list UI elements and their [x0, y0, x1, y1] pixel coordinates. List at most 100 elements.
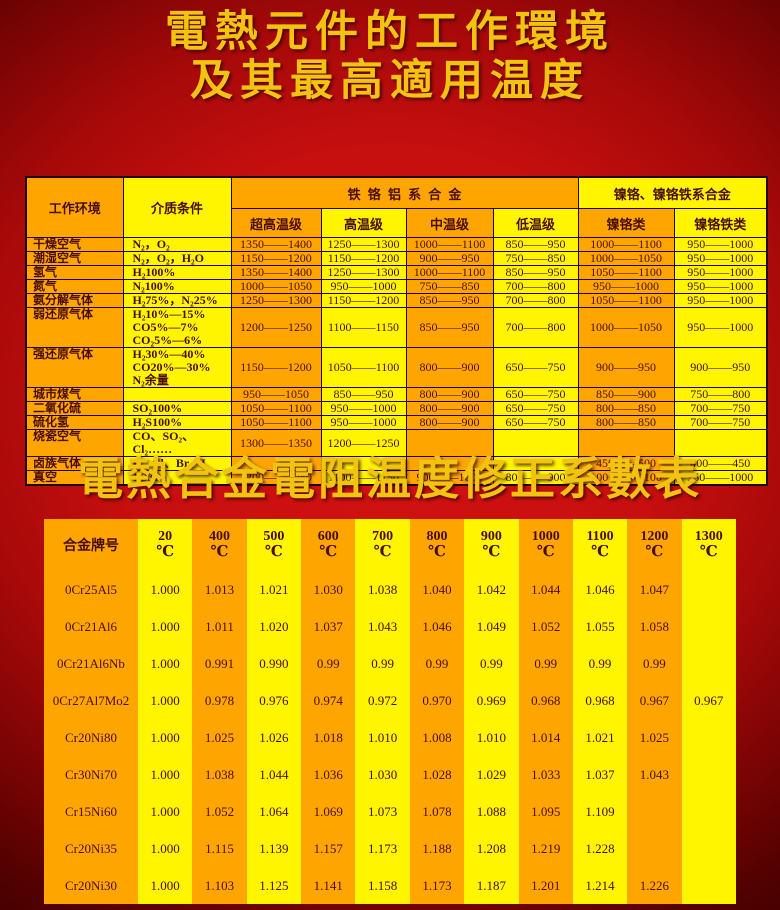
- header-high-grade: 高温级: [320, 208, 407, 238]
- temp-header-cell: 600 ℃: [301, 519, 356, 571]
- table1-row: 城市煤气 950——1050 850——950 800——900 650——750 850…: [25, 387, 768, 402]
- temp-value: 600: [317, 529, 339, 544]
- temp-range-cell: 700——750: [673, 401, 768, 416]
- coefficient-cell: 0.991: [192, 645, 247, 682]
- temp-value: 20: [158, 529, 173, 544]
- temp-range-cell: 850——950: [492, 265, 579, 280]
- temp-range-cell: 1150——1200: [230, 251, 322, 266]
- temp-range-cell: 850——950: [320, 387, 407, 402]
- temp-header-cell: 500 ℃: [246, 519, 302, 571]
- coefficient-cell: 1.064: [246, 793, 302, 830]
- coefficient-cell: [681, 571, 736, 608]
- temp-range-cell: 900——950: [405, 251, 494, 266]
- temp-range-cell: 450——500: [577, 456, 675, 471]
- temp-range-cell: 1200——1250: [230, 307, 322, 348]
- environment-cell: 真空: [25, 470, 124, 486]
- coefficient-cell: 0.99: [464, 645, 519, 682]
- temp-range-cell: 800——900: [405, 415, 494, 430]
- celsius-unit: ℃: [699, 544, 718, 560]
- coefficient-cell: 1.228: [572, 830, 628, 867]
- coefficient-cell: 1.115: [192, 830, 247, 867]
- medium-condition-cell: CO、SO₂、Cl₂……: [122, 429, 232, 457]
- coefficient-cell: 1.038: [355, 571, 410, 608]
- coefficient-cell: 1.044: [518, 571, 573, 608]
- medium-condition-cell: F、Cl、Br、I: [122, 456, 232, 471]
- temp-range-cell: 650——750: [492, 347, 579, 388]
- medium-condition-cell: H₂100%: [122, 265, 232, 280]
- environment-cell: 二氧化硫: [25, 401, 124, 416]
- coefficient-cell: 1.157: [301, 830, 356, 867]
- table1-header-row-1: 工作环境 介质条件 铁铬铝系合金 镍铬、镍铬铁系合金: [25, 176, 768, 238]
- celsius-unit: ℃: [591, 544, 610, 560]
- coefficient-cell: 1.000: [138, 830, 193, 867]
- header-group-nicr-alloy: 镍铬、镍铬铁系合金: [577, 176, 768, 209]
- table2-header-row: 合金牌号 20 ℃ 400 ℃ 500 ℃ 600 ℃ 700 ℃ 800 ℃ 900 ℃ 1000 ℃ 110…: [44, 519, 736, 571]
- coefficient-cell: 0.968: [518, 682, 573, 719]
- coefficient-cell: 1.046: [572, 571, 628, 608]
- environment-cell: 烧瓷空气: [25, 429, 124, 457]
- coefficient-cell: [681, 830, 736, 867]
- temp-value: 1100: [586, 529, 614, 544]
- coefficient-cell: 1.103: [192, 867, 247, 904]
- temp-range-cell: 650——750: [492, 415, 579, 430]
- celsius-unit: ℃: [536, 544, 555, 560]
- coefficient-cell: 0.968: [572, 682, 628, 719]
- coefficient-cell: 1.008: [409, 719, 465, 756]
- temp-value: 500: [263, 529, 285, 544]
- coefficient-cell: 1.029: [464, 756, 519, 793]
- celsius-unit: ℃: [482, 544, 501, 560]
- temp-range-cell: 750——850: [492, 251, 579, 266]
- coefficient-cell: [681, 756, 736, 793]
- coefficient-cell: 1.037: [572, 756, 628, 793]
- coefficient-cell: 1.188: [409, 830, 465, 867]
- temp-range-cell: 1150——1200: [230, 347, 322, 388]
- temp-range-cell: 1000——1050: [230, 279, 322, 294]
- coefficient-cell: 1.049: [464, 608, 519, 645]
- coefficient-cell: 0.969: [464, 682, 519, 719]
- coefficient-cell: 0.99: [572, 645, 628, 682]
- celsius-unit: ℃: [210, 544, 229, 560]
- environment-cell: 弱还原气体: [25, 307, 124, 348]
- celsius-unit: ℃: [373, 544, 392, 560]
- temp-range-cell: 900——950: [577, 347, 675, 388]
- coefficient-cell: 1.078: [409, 793, 465, 830]
- temp-range-cell: 950——1000: [673, 279, 768, 294]
- temp-header-cell: 1100 ℃: [572, 519, 628, 571]
- temp-range-cell: 400——450: [673, 456, 768, 471]
- coefficient-cell: 1.214: [572, 867, 628, 904]
- header-medium: 介质条件: [122, 176, 232, 238]
- coefficient-cell: 1.000: [138, 645, 193, 682]
- coefficient-cell: 1.042: [464, 571, 519, 608]
- coefficient-cell: 1.226: [627, 867, 682, 904]
- coefficient-cell: 1.026: [246, 719, 302, 756]
- temp-range-cell: [492, 456, 579, 471]
- medium-condition-cell: N₂，O₂: [122, 237, 232, 252]
- temp-value: 700: [372, 529, 394, 544]
- temp-range-cell: 800——900: [405, 401, 494, 416]
- temp-range-cell: 950——1000: [673, 251, 768, 266]
- celsius-unit: ℃: [156, 544, 175, 560]
- alloy-name-cell: Cr20Ni80: [44, 719, 138, 756]
- table1-header-row-2: 超高温级 高温级 中温级 低温级 镍铬类 镍铬铁类: [26, 208, 768, 238]
- coefficient-cell: 1.021: [246, 571, 302, 608]
- operating-environment-table: 工作环境 介质条件 铁铬铝系合金 镍铬、镍铬铁系合金 超高温级 高温级 中温级 …: [25, 176, 769, 486]
- coefficient-cell: 1.095: [518, 793, 573, 830]
- environment-cell: 强还原气体: [25, 347, 124, 388]
- temp-value: 800: [426, 529, 448, 544]
- medium-condition-cell: H₂10%—15% CO5%—7% CO₂5%—6%: [122, 307, 232, 348]
- medium-condition-cell: N₂，O₂，H₂O: [122, 251, 232, 266]
- header-alloy-grade: 合金牌号: [44, 519, 138, 571]
- coefficient-cell: 1.000: [138, 867, 193, 904]
- alloy-name-cell: 0Cr27Al7Mo2: [44, 682, 138, 719]
- coefficient-cell: 1.025: [627, 719, 682, 756]
- table2-row: 0Cr21Al6Nb 1.000 0.991 0.990 0.99 0.99 0.99 0.9…: [44, 645, 736, 682]
- temp-range-cell: 1050——1100: [320, 347, 407, 388]
- temp-range-cell: [320, 456, 407, 471]
- coefficient-cell: 1.219: [518, 830, 573, 867]
- temp-range-cell: 1000——1100: [577, 470, 675, 486]
- coefficient-cell: 1.047: [627, 571, 682, 608]
- coefficient-cell: 1.021: [572, 719, 628, 756]
- table1-row: 硫化氢 H₂S100% 1050——1100 950——1000 800——900 650…: [25, 415, 768, 430]
- coefficient-cell: [681, 608, 736, 645]
- coefficient-cell: 1.000: [138, 571, 193, 608]
